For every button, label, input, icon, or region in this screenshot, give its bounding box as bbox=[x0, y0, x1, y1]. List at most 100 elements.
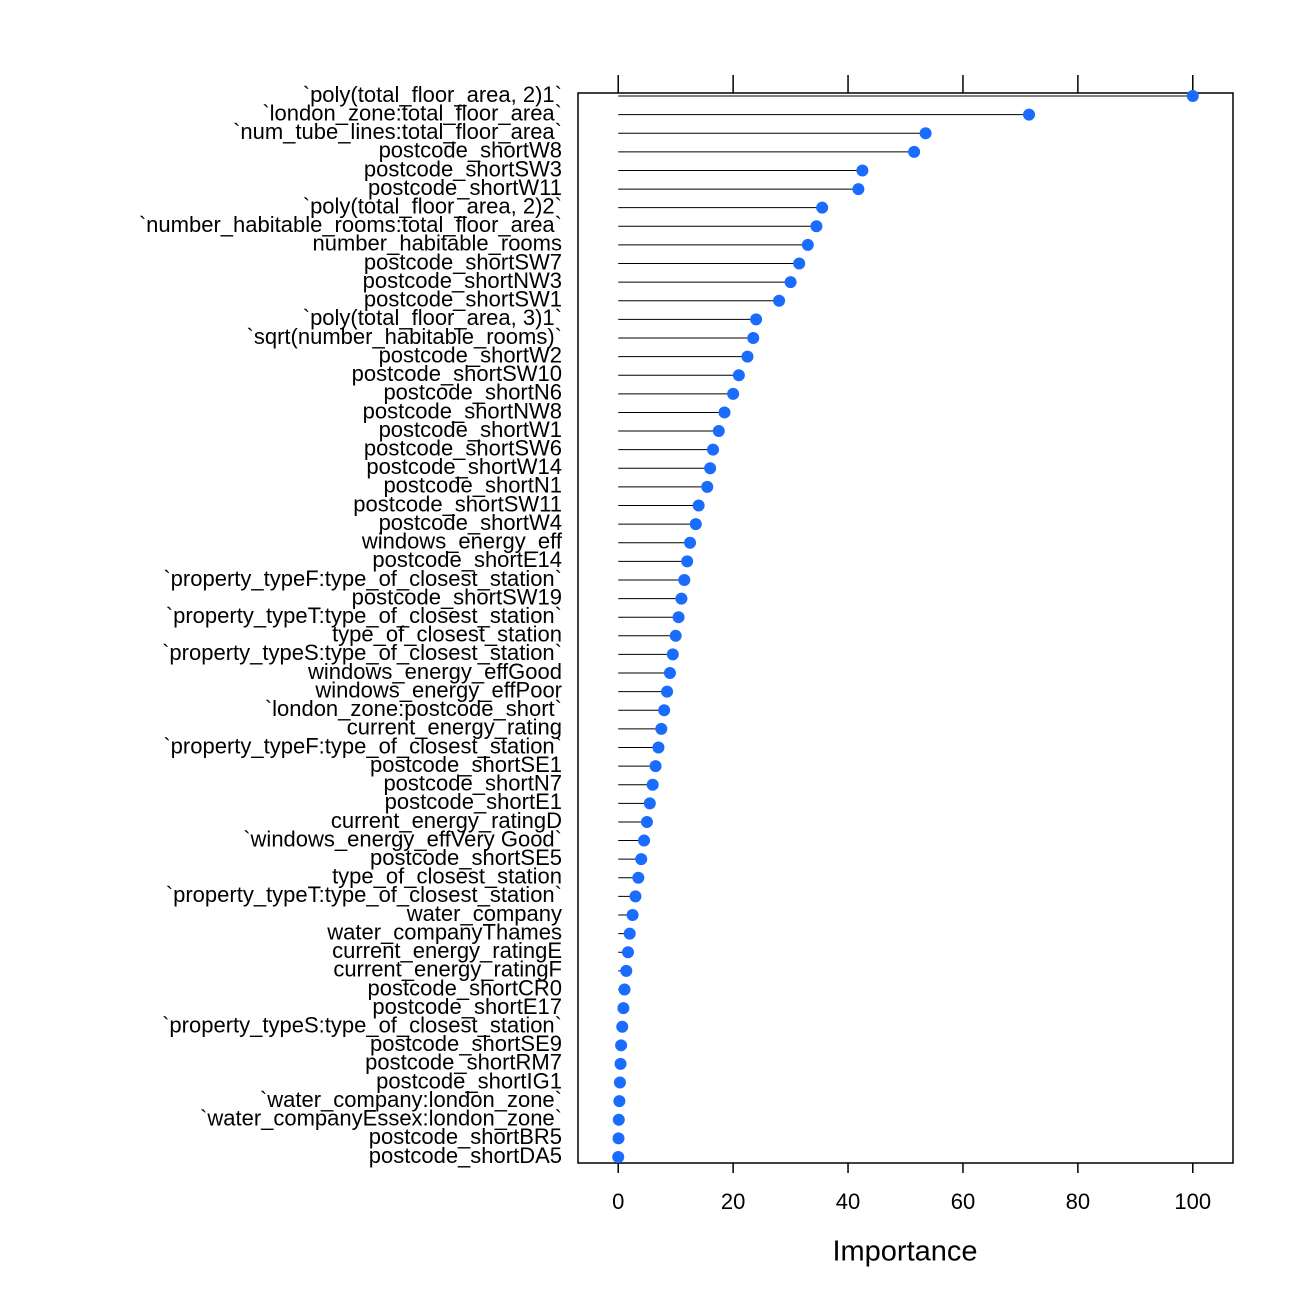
y-tick-label: current_energy_ratingD bbox=[331, 808, 562, 833]
y-tick-label: `poly(total_floor_area, 2)1` bbox=[303, 82, 562, 107]
dot bbox=[661, 685, 674, 698]
dot bbox=[856, 164, 869, 177]
y-tick-label: postcode_shortW8 bbox=[379, 138, 562, 163]
y-tick-label: number_habitable_rooms bbox=[313, 231, 563, 256]
y-tick-label: postcode_shortW2 bbox=[379, 342, 562, 367]
dot bbox=[626, 909, 639, 922]
dot bbox=[741, 350, 754, 363]
dot bbox=[727, 387, 740, 400]
y-tick-label: postcode_shortN6 bbox=[383, 380, 562, 405]
y-tick-label: postcode_shortN7 bbox=[383, 771, 562, 796]
dot bbox=[652, 741, 665, 754]
y-tick-label: `london_zone:postcode_short` bbox=[265, 696, 562, 721]
y-tick-label: `property_typeT:type_of_closest_station` bbox=[166, 882, 562, 907]
y-tick-label: postcode_shortNW3 bbox=[363, 268, 562, 293]
dot bbox=[635, 853, 648, 866]
y-tick-label: postcode_shortCR0 bbox=[368, 975, 562, 1000]
y-tick-label: postcode_shortRM7 bbox=[365, 1050, 562, 1075]
y-tick-label: `property_typeS:type_of_closest_station` bbox=[162, 1013, 562, 1038]
x-tick-label: 60 bbox=[951, 1189, 975, 1214]
y-tick-label: `num_tube_lines:total_floor_area` bbox=[233, 119, 562, 144]
y-tick-label: `poly(total_floor_area, 3)1` bbox=[303, 305, 562, 330]
y-tick-label: postcode_shortSW1 bbox=[364, 287, 562, 312]
dot bbox=[646, 778, 659, 791]
dot bbox=[618, 983, 631, 996]
dot bbox=[614, 1057, 627, 1070]
x-tick-label: 80 bbox=[1066, 1189, 1090, 1214]
x-tick-label: 20 bbox=[721, 1189, 745, 1214]
y-tick-label: current_energy_rating bbox=[347, 715, 562, 740]
dot bbox=[623, 927, 636, 940]
y-tick-label: `water_companyEssex:london_zone` bbox=[200, 1106, 562, 1131]
dot bbox=[612, 1132, 625, 1145]
dot bbox=[669, 629, 682, 642]
y-tick-label: water_companyThames bbox=[326, 919, 562, 944]
dot bbox=[632, 871, 645, 884]
y-tick-label: type_of_closest_station bbox=[332, 622, 562, 647]
dot bbox=[621, 946, 634, 959]
dot bbox=[613, 1095, 626, 1108]
y-tick-label: postcode_shortW11 bbox=[368, 175, 562, 200]
dot bbox=[643, 797, 656, 810]
x-tick-label: 40 bbox=[836, 1189, 860, 1214]
y-tick-label: postcode_shortW4 bbox=[379, 510, 562, 535]
dot bbox=[750, 313, 763, 326]
dot bbox=[704, 462, 717, 475]
y-tick-label: windows_energy_effGood bbox=[307, 659, 562, 684]
y-tick-label: `water_company:london_zone` bbox=[260, 1087, 562, 1112]
y-tick-label: water_company bbox=[406, 901, 562, 926]
dot bbox=[747, 331, 760, 344]
dot bbox=[773, 294, 786, 307]
y-tick-label: postcode_shortW14 bbox=[366, 454, 562, 479]
dot bbox=[852, 183, 865, 196]
dot bbox=[649, 760, 662, 773]
dot bbox=[681, 555, 694, 568]
y-tick-label: current_energy_ratingF bbox=[333, 957, 562, 982]
dot bbox=[672, 611, 685, 624]
dot bbox=[712, 425, 725, 438]
dot bbox=[732, 369, 745, 382]
y-tick-label: postcode_shortSW7 bbox=[364, 249, 562, 274]
dot bbox=[793, 257, 806, 270]
y-tick-label: postcode_shortIG1 bbox=[376, 1068, 562, 1093]
plot-frame bbox=[577, 92, 1234, 1164]
dot bbox=[612, 1113, 625, 1126]
y-tick-label: postcode_shortNW8 bbox=[363, 398, 562, 423]
dot bbox=[620, 964, 633, 977]
y-tick-label: current_energy_ratingE bbox=[332, 938, 562, 963]
y-tick-label: `property_typeF:type_of_closest_station` bbox=[163, 733, 562, 758]
y-tick-label: postcode_shortSE1 bbox=[370, 752, 562, 777]
dot bbox=[678, 573, 691, 586]
dot bbox=[718, 406, 731, 419]
y-tick-label: postcode_shortSW19 bbox=[352, 584, 562, 609]
dot bbox=[689, 518, 702, 531]
y-tick-label: postcode_shortSE9 bbox=[370, 1031, 562, 1056]
y-tick-label: `london_zone:total_floor_area` bbox=[262, 100, 562, 125]
dot bbox=[692, 499, 705, 512]
dot bbox=[655, 722, 668, 735]
y-tick-label: `sqrt(number_habitable_rooms)` bbox=[247, 324, 562, 349]
y-tick-label: postcode_shortSW6 bbox=[364, 435, 562, 460]
dot bbox=[675, 592, 688, 605]
dot bbox=[816, 201, 829, 214]
dot bbox=[1023, 108, 1036, 121]
dot bbox=[1186, 90, 1199, 102]
dot bbox=[612, 1151, 625, 1163]
y-tick-label: postcode_shortE1 bbox=[385, 789, 562, 814]
dot bbox=[784, 276, 797, 289]
dot bbox=[613, 1076, 626, 1089]
dot bbox=[707, 443, 720, 456]
y-tick-label: postcode_shortE14 bbox=[372, 547, 562, 572]
dot bbox=[638, 834, 651, 847]
y-tick-label: `property_typeS:type_of_closest_station` bbox=[162, 640, 562, 665]
y-tick-label: type_of_closest_station bbox=[332, 864, 562, 889]
y-tick-label: postcode_shortSW3 bbox=[364, 156, 562, 181]
dot bbox=[801, 238, 814, 251]
y-tick-label: postcode_shortSW10 bbox=[352, 361, 562, 386]
y-tick-label: postcode_shortW1 bbox=[379, 417, 562, 442]
dot bbox=[658, 704, 671, 717]
dot bbox=[615, 1039, 628, 1052]
x-axis-title: Importance bbox=[832, 1236, 977, 1268]
dot bbox=[908, 145, 921, 158]
